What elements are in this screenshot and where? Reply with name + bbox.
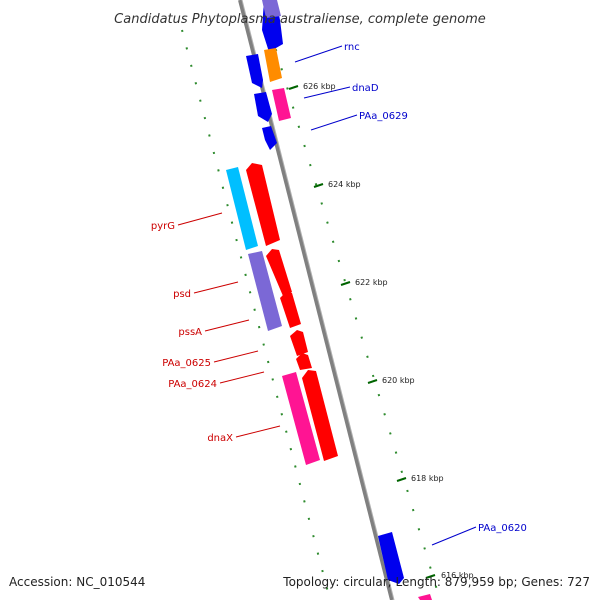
gene-PAa_0620-arrow[interactable] xyxy=(378,532,404,584)
reverse-gene-labels: pyrG psd pssA PAa_0625 PAa_0624 dnaX xyxy=(151,221,233,444)
gene-psd-arrow[interactable] xyxy=(266,249,292,296)
gene-PAa_0628-arrow[interactable] xyxy=(262,126,277,150)
gene-PAa_0624-arrow[interactable] xyxy=(296,353,312,370)
reverse-strand-genes xyxy=(226,163,338,465)
tick-marks xyxy=(288,85,436,579)
tick-label-618: 618 kbp xyxy=(411,474,444,483)
tick-label-624: 624 kbp xyxy=(328,180,361,189)
gene-PAa_0629-arrow[interactable] xyxy=(254,92,272,122)
tick-labels: 626 kbp 624 kbp 622 kbp 620 kbp 618 kbp … xyxy=(303,82,474,580)
tick-label-622: 622 kbp xyxy=(355,278,388,287)
gene-pyrG-arrow[interactable] xyxy=(246,163,280,246)
genome-summary-text: Topology: circular; Length: 879,959 bp; … xyxy=(282,575,590,589)
gene-dnaD-cog[interactable] xyxy=(264,48,282,82)
forward-gene-labels: rnc dnaD PAa_0629 PAa_0620 xyxy=(344,42,527,534)
gene-label-pssA[interactable]: pssA xyxy=(178,327,202,338)
gene-label-PAa_0620[interactable]: PAa_0620 xyxy=(478,523,527,534)
gene-label-dnaX[interactable]: dnaX xyxy=(207,433,233,444)
gene-label-rnc[interactable]: rnc xyxy=(344,42,360,53)
gene-label-psd[interactable]: psd xyxy=(173,289,191,300)
map-title: Candidatus Phytoplasma australiense, com… xyxy=(114,12,486,27)
gene-PAa_0619-cog[interactable] xyxy=(418,594,432,600)
gene-label-dnaD[interactable]: dnaD xyxy=(352,83,379,94)
gene-PAa_0629-cog[interactable] xyxy=(272,88,291,121)
label-leaders xyxy=(177,45,477,546)
accession-text: Accession: NC_010544 xyxy=(9,575,145,589)
gene-psd-cog[interactable] xyxy=(248,251,282,331)
gene-pyrG-cog[interactable] xyxy=(226,167,258,250)
gene-pssA-arrow[interactable] xyxy=(280,291,301,328)
inner-dotted-track xyxy=(181,29,331,600)
forward-strand-genes xyxy=(246,0,432,600)
gene-label-PAa_0625[interactable]: PAa_0625 xyxy=(162,358,211,369)
gene-dnaD-arrow[interactable] xyxy=(246,54,263,88)
gene-dnaX-cog[interactable] xyxy=(282,372,320,465)
tick-label-620: 620 kbp xyxy=(382,376,415,385)
gene-label-pyrG[interactable]: pyrG xyxy=(151,221,175,232)
tick-label-626: 626 kbp xyxy=(303,82,336,91)
gene-label-PAa_0624[interactable]: PAa_0624 xyxy=(168,379,217,390)
tick-label-616: 616 kbp xyxy=(441,571,474,580)
gene-label-PAa_0629[interactable]: PAa_0629 xyxy=(359,111,408,122)
gene-dnaX-arrow[interactable] xyxy=(302,370,338,461)
gene-PAa_0625-arrow[interactable] xyxy=(290,330,308,356)
gene-cog-purple-top[interactable] xyxy=(262,0,281,18)
